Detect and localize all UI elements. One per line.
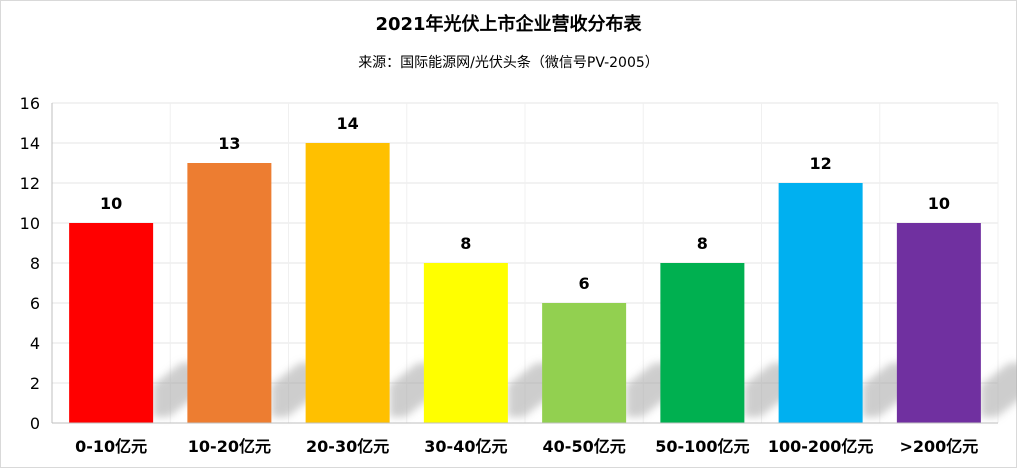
bar-shadow [980,363,1017,417]
chart-title: 2021年光伏上市企业营收分布表 [375,14,642,35]
bar-shadow [744,363,789,417]
y-tick-label: 6 [30,294,40,313]
bar [542,303,627,423]
x-tick-label: 20-30亿元 [306,437,389,456]
y-tick-label: 8 [30,254,40,273]
bar-shadows [153,363,1017,417]
data-label: 10 [928,194,950,213]
bar [423,263,508,423]
bar [305,143,390,423]
axes [51,103,998,424]
y-tick-label: 0 [30,414,40,433]
x-tick-label: 100-200亿元 [768,437,873,456]
bar [660,263,745,423]
data-label: 6 [579,274,590,293]
bar [778,183,863,423]
bar-shadow [153,363,198,417]
bar-shadow [507,363,552,417]
labels: 0 2 4 6 8 10 12 14 16 10 0-10亿元 13 10-20亿元 14 20-30亿元 8… [20,94,979,456]
x-tick-label: 50-100亿元 [655,437,749,456]
x-tick-label: 0-10亿元 [75,437,147,456]
data-label: 12 [809,154,831,173]
bars [69,143,981,423]
y-tick-label: 4 [30,334,40,353]
y-tick-label: 2 [30,374,40,393]
bar-shadow [271,363,316,417]
x-tick-label: 10-20亿元 [188,437,271,456]
y-tick-label: 12 [20,174,40,193]
data-label: 10 [100,194,122,213]
chart-subtitle: 来源：国际能源网/光伏头条（微信号PV-2005） [358,55,659,71]
bar-shadow [389,363,434,417]
x-tick-label: 40-50亿元 [543,437,626,456]
bar [187,163,272,423]
bar-shadow [862,363,907,417]
y-tick-label: 10 [20,214,40,233]
bar-shadow [626,363,671,417]
bar [896,223,981,423]
data-label: 8 [460,234,471,253]
data-label: 14 [336,114,358,133]
data-label: 13 [218,134,240,153]
data-label: 8 [697,234,708,253]
bar [69,223,154,423]
x-tick-label: 30-40亿元 [424,437,507,456]
x-tick-label: >200亿元 [899,437,978,456]
y-tick-label: 16 [20,94,40,113]
y-tick-label: 14 [20,134,40,153]
